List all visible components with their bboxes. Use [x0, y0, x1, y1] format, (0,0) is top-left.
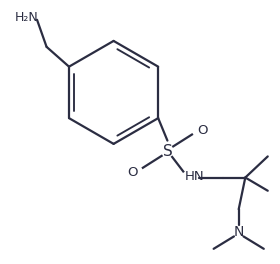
Text: HN: HN: [185, 170, 204, 183]
Text: O: O: [197, 124, 208, 136]
Text: S: S: [163, 144, 172, 159]
Text: N: N: [234, 225, 244, 239]
Text: O: O: [127, 166, 137, 179]
Text: H₂N: H₂N: [15, 11, 38, 24]
